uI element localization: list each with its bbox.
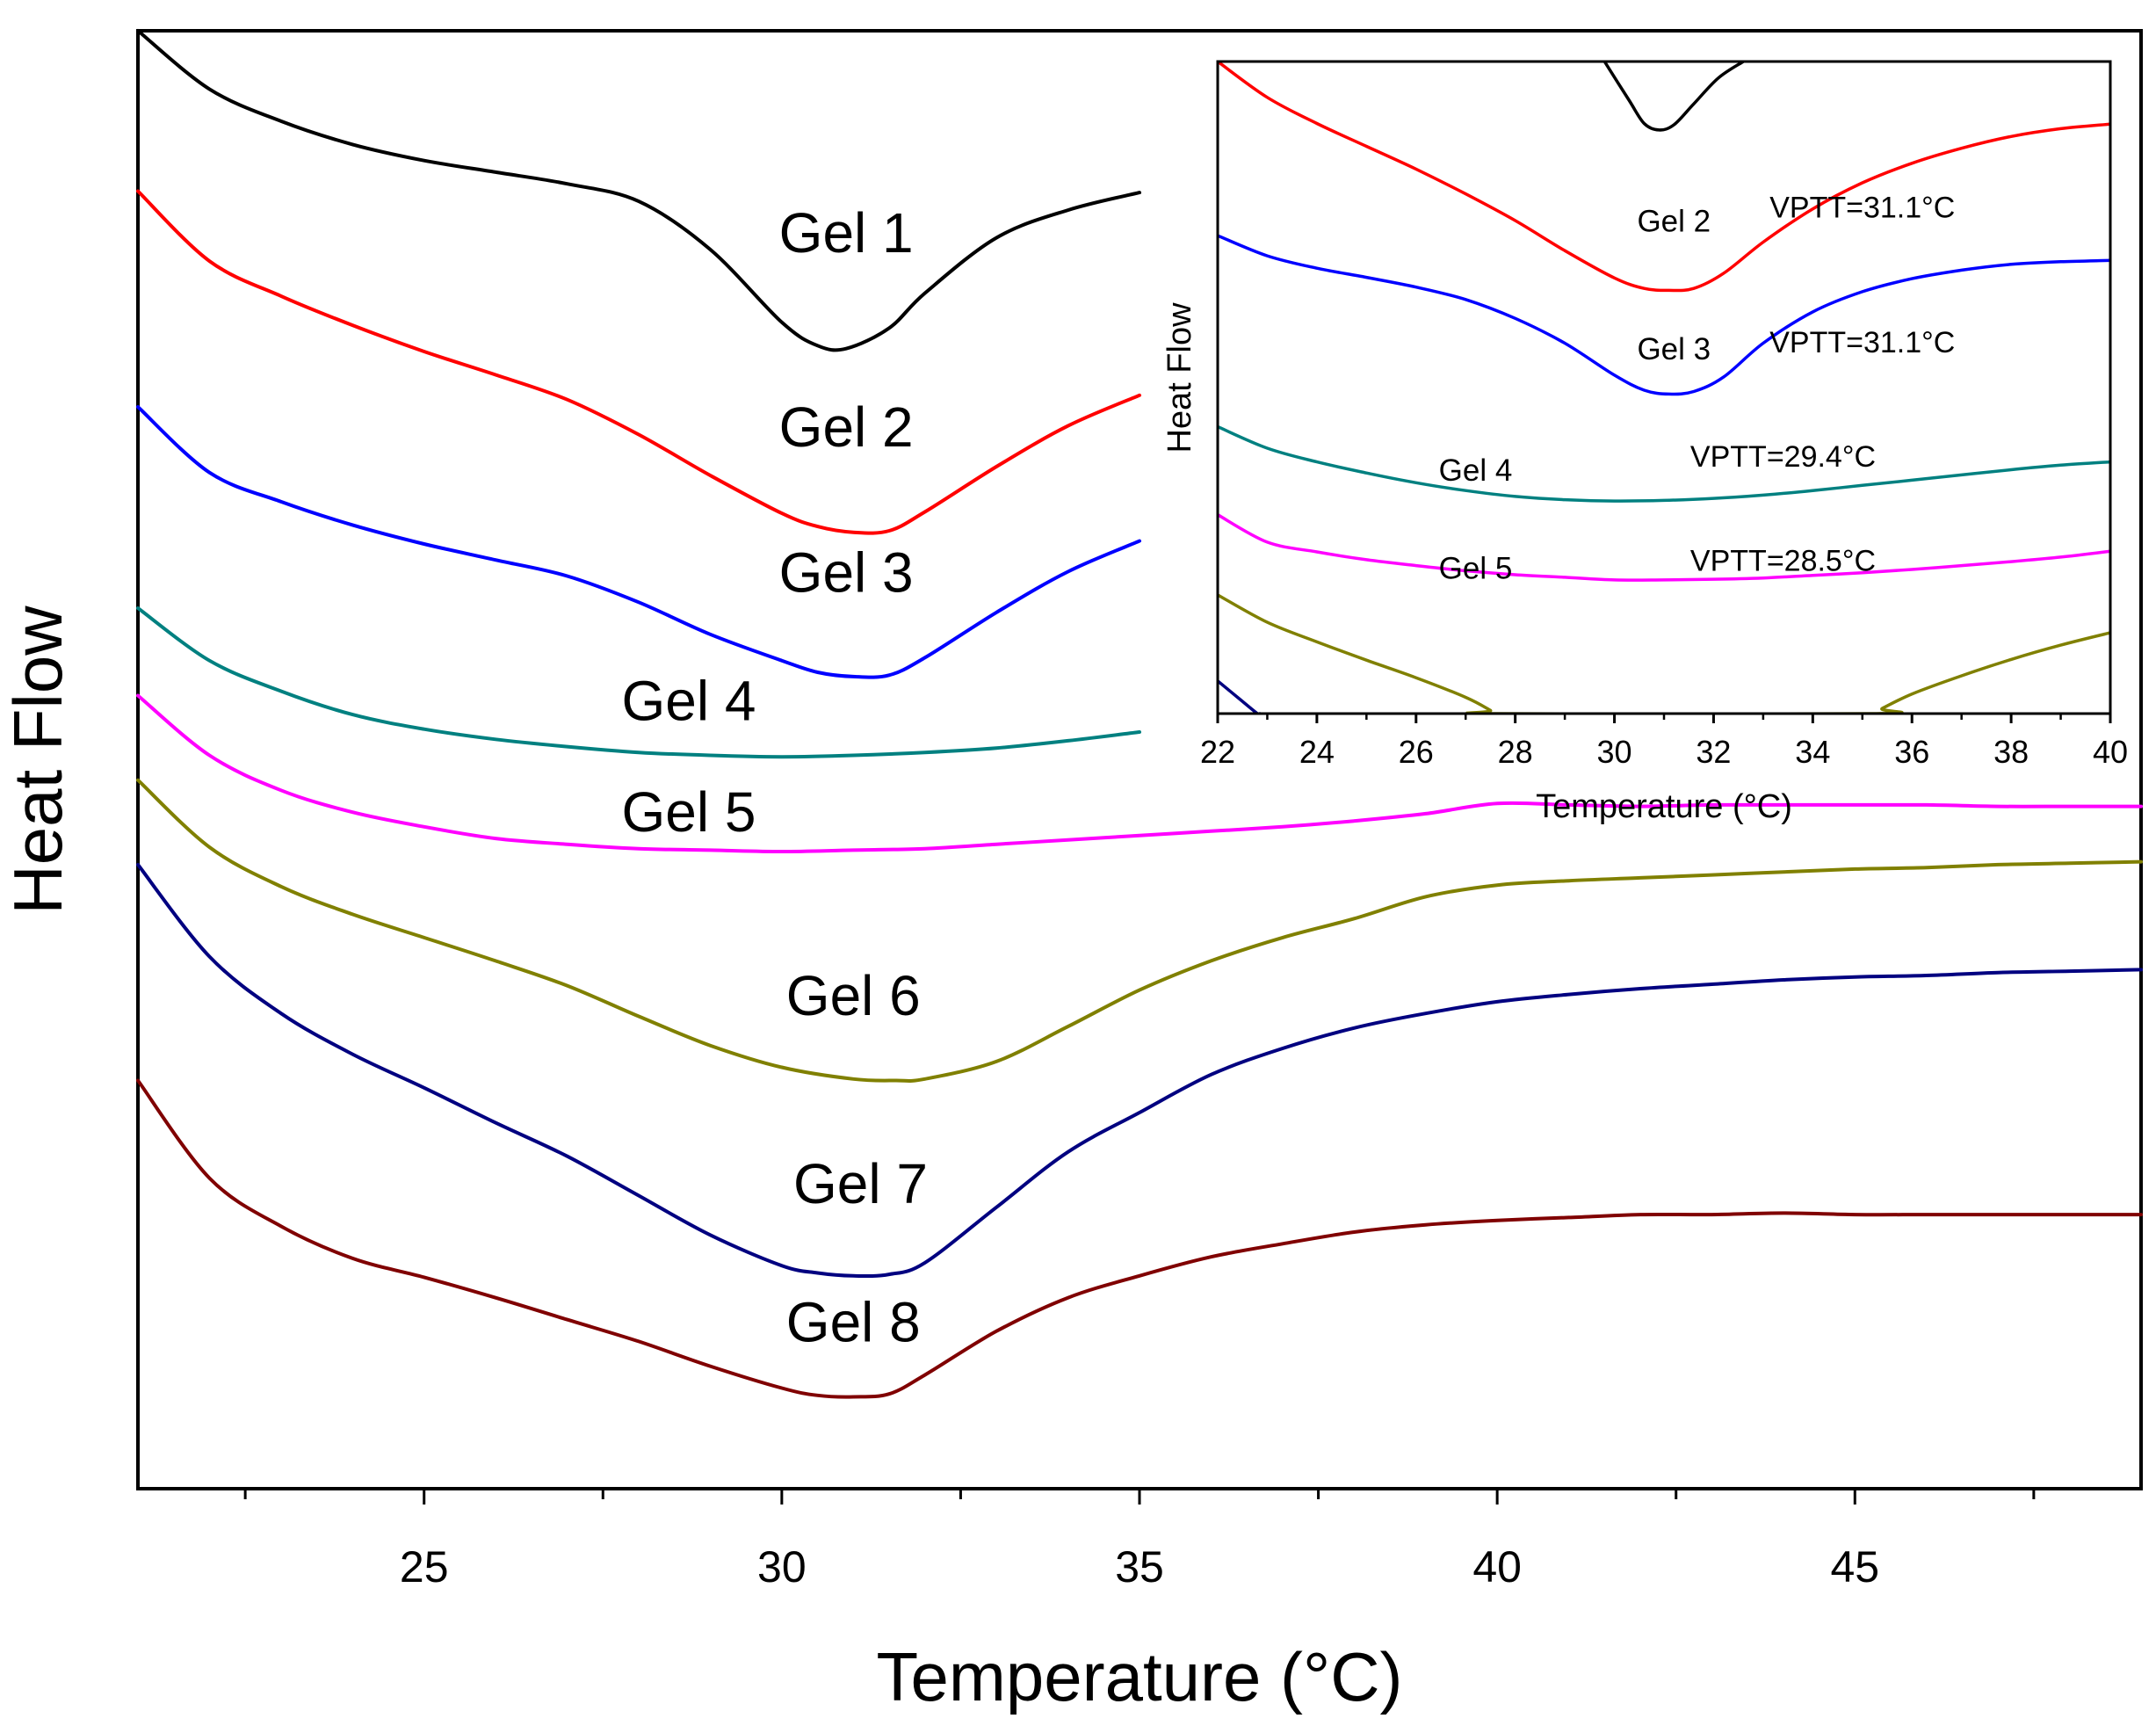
main-x-tick-label: 25 (400, 1542, 449, 1592)
inset-series-group (1218, 62, 2110, 714)
main-series-label-gel-1: Gel 1 (779, 201, 914, 265)
vptt-annotation: VPTT=29.4°C (1690, 440, 1876, 474)
main-x-ticks: 25 30 35 40 45 (243, 1489, 2036, 1592)
main-series-line-gel-2 (136, 189, 1141, 535)
main-series-label-gel-4: Gel 4 (622, 670, 756, 733)
vptt-annotation: VPTT=31.1°C (1769, 326, 1955, 359)
inset-x-axis-title: Temperature (°C) (1536, 788, 1792, 825)
inset-background (1218, 62, 2110, 714)
inset-y-axis-title: Heat Flow (1161, 302, 1198, 453)
inset-series-label-gel-2: Gel 2 (1637, 205, 1711, 239)
inset-series-labels: Gel 2 Gel 3 Gel 4 Gel 5 (1439, 205, 1711, 586)
vptt-annotation: VPTT=28.5°C (1690, 545, 1876, 578)
main-x-tick-label: 30 (757, 1542, 807, 1592)
main-series-label-gel-6: Gel 6 (786, 964, 921, 1027)
main-series-line-gel-6 (136, 778, 2143, 1083)
main-series-line-gel-4 (136, 606, 1141, 759)
main-x-tick-label: 45 (1830, 1542, 1879, 1592)
inset-x-tick-label: 28 (1498, 734, 1533, 770)
main-series-line-gel-1 (136, 29, 1141, 352)
inset-series-label-gel-5: Gel 5 (1439, 551, 1513, 585)
inset-x-tick-label: 38 (1993, 734, 2029, 770)
main-series-labels: Gel 1 Gel 2 Gel 3 Gel 4 Gel 5 Gel 6 Gel 7 Gel 8 (622, 201, 928, 1353)
inset-vptt-annotations: VPTT=31.1°C VPTT=31.1°C VPTT=29.4°C VPTT=28… (1690, 191, 1955, 577)
inset-x-ticks: 22 24 26 28 30 32 34 36 38 40 (1200, 714, 2128, 770)
main-x-axis-title: Temperature (°C) (876, 1638, 1402, 1715)
inset-series-line-gel-3 (1218, 234, 2110, 396)
main-series-label-gel-2: Gel 2 (779, 395, 914, 459)
inset-series-label-gel-4: Gel 4 (1439, 453, 1513, 488)
main-series-line-gel-7 (136, 862, 2143, 1279)
inset-x-tick-label: 32 (1696, 734, 1731, 770)
inset-x-tick-label: 24 (1299, 734, 1335, 770)
inset-x-tick-label: 26 (1399, 734, 1434, 770)
inset-series-label-gel-3: Gel 3 (1637, 332, 1711, 366)
main-series-label-gel-5: Gel 5 (622, 780, 756, 844)
inset-series-line-gel-1 (1603, 62, 1746, 132)
inset-series-line-gel-7 (1218, 679, 1262, 714)
inset-x-tick-label: 34 (1795, 734, 1830, 770)
main-series-label-gel-7: Gel 7 (793, 1152, 928, 1215)
main-series-line-gel-8 (136, 1078, 2143, 1399)
inset-x-tick-label: 30 (1597, 734, 1632, 770)
inset-series-line-gel-2 (1218, 62, 2110, 293)
inset-x-tick-label: 22 (1200, 734, 1235, 770)
main-series-line-gel-3 (136, 405, 1141, 679)
main-series-line-gel-5 (136, 693, 2143, 853)
main-series-label-gel-3: Gel 3 (779, 541, 914, 605)
main-x-tick-label: 40 (1472, 1542, 1522, 1592)
vptt-annotation: VPTT=31.1°C (1769, 191, 1955, 224)
inset-x-tick-label: 40 (2093, 734, 2128, 770)
main-y-axis-title: Heat Flow (0, 605, 76, 915)
main-series-label-gel-8: Gel 8 (786, 1290, 921, 1353)
inset-series-line-gel-4 (1218, 424, 2110, 503)
main-x-tick-label: 35 (1115, 1542, 1164, 1592)
inset-series-line-gel-6 (1218, 593, 2110, 714)
inset-series-line-gel-5 (1218, 512, 2110, 582)
inset-x-tick-label: 36 (1894, 734, 1929, 770)
main-series-group (136, 29, 2143, 1399)
